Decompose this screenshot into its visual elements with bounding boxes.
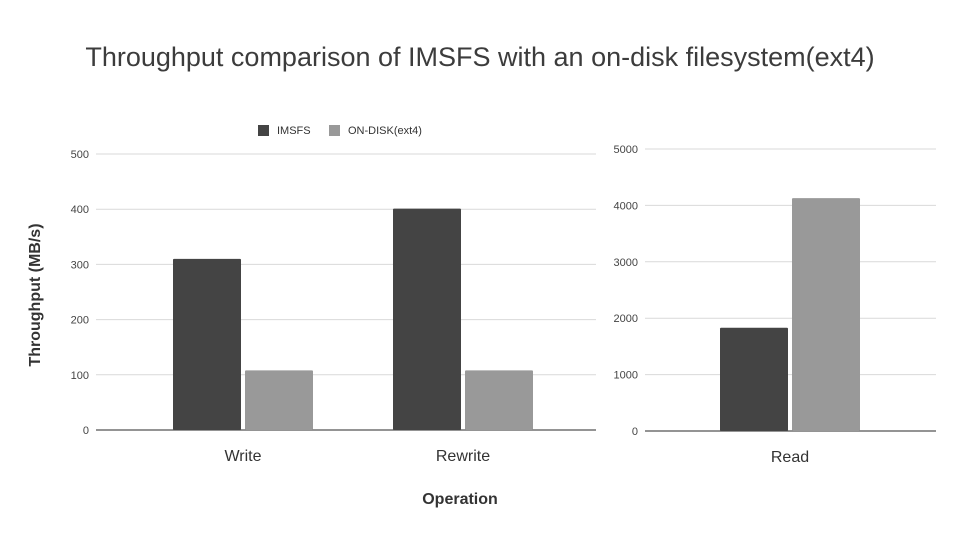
x-category-label: Write — [224, 448, 261, 465]
legend-swatch — [258, 125, 269, 136]
y-tick-label: 5000 — [614, 144, 638, 156]
y-tick-label: 0 — [83, 425, 89, 437]
x-category-label: Read — [771, 449, 809, 466]
bar-imsfs-write — [173, 258, 241, 430]
y-tick-label: 200 — [71, 315, 89, 327]
y-axis-label: Throughput (MB/s) — [27, 223, 44, 366]
bars — [173, 198, 860, 431]
bar-on-disk-ext4--write — [245, 370, 313, 430]
category-labels: Write Rewrite Read — [224, 448, 809, 466]
y-tick-label: 0 — [632, 426, 638, 438]
bar-imsfs-rewrite — [393, 208, 461, 430]
bar-imsfs-read — [720, 327, 788, 431]
y-tick-label: 100 — [71, 370, 89, 382]
x-category-label: Rewrite — [436, 448, 490, 465]
y-tick-label: 3000 — [614, 257, 638, 269]
legend-label: IMSFS — [277, 125, 311, 137]
bar-on-disk-ext4--rewrite — [465, 370, 533, 430]
chart-title: Throughput comparison of IMSFS with an o… — [85, 42, 875, 72]
x-axis-label: Operation — [422, 491, 498, 508]
y-tick-label: 4000 — [614, 200, 638, 212]
y-tick-label: 400 — [71, 204, 89, 216]
legend: IMSFS ON-DISK(ext4) — [258, 125, 422, 137]
y-tick-label: 1000 — [614, 370, 638, 382]
y-tick-label: 2000 — [614, 313, 638, 325]
bar-on-disk-ext4--read — [792, 198, 860, 431]
legend-swatch — [329, 125, 340, 136]
legend-label: ON-DISK(ext4) — [348, 125, 422, 137]
y-tick-label: 300 — [71, 259, 89, 271]
y-tick-label: 500 — [71, 149, 89, 161]
